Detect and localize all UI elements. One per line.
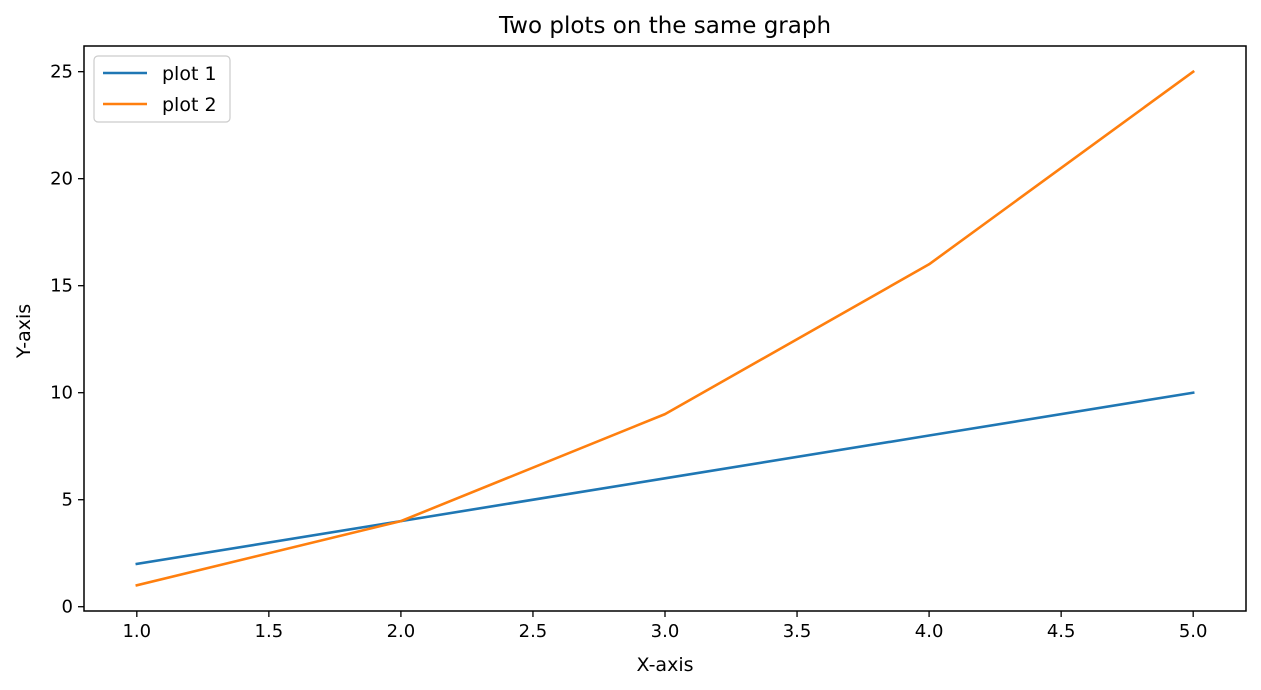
x-tick-label: 2.0 <box>387 621 416 642</box>
series-line-2 <box>135 69 1195 587</box>
legend-label-1: plot 1 <box>162 63 217 85</box>
series-layer <box>135 69 1195 587</box>
legend-label-2: plot 2 <box>162 94 217 116</box>
x-tick-label: 3.0 <box>651 621 680 642</box>
x-tick-label: 3.5 <box>783 621 812 642</box>
series-line-1 <box>135 391 1195 566</box>
y-tick-label: 5 <box>62 490 73 511</box>
y-tick-label: 20 <box>50 169 73 190</box>
y-tick-label: 15 <box>50 276 73 297</box>
x-tick-label: 4.5 <box>1047 621 1076 642</box>
x-tick-label: 1.5 <box>255 621 284 642</box>
x-tick-label: 1.0 <box>122 621 151 642</box>
x-tick-label: 5.0 <box>1179 621 1208 642</box>
y-tick-label: 10 <box>50 383 73 404</box>
x-axis-ticks: 1.0 1.5 2.0 2.5 3.0 3.5 4.0 4.5 5.0 <box>122 611 1208 642</box>
chart-title: Two plots on the same graph <box>498 13 831 39</box>
y-axis-label: Y-axis <box>13 304 35 359</box>
y-axis-ticks: 0 5 10 15 20 25 <box>50 62 84 618</box>
legend: plot 1 plot 2 <box>93 55 231 123</box>
y-tick-label: 0 <box>62 597 73 618</box>
x-axis-label: X-axis <box>637 654 694 676</box>
x-tick-label: 2.5 <box>519 621 548 642</box>
y-tick-label: 25 <box>50 62 73 83</box>
x-tick-label: 4.0 <box>915 621 944 642</box>
